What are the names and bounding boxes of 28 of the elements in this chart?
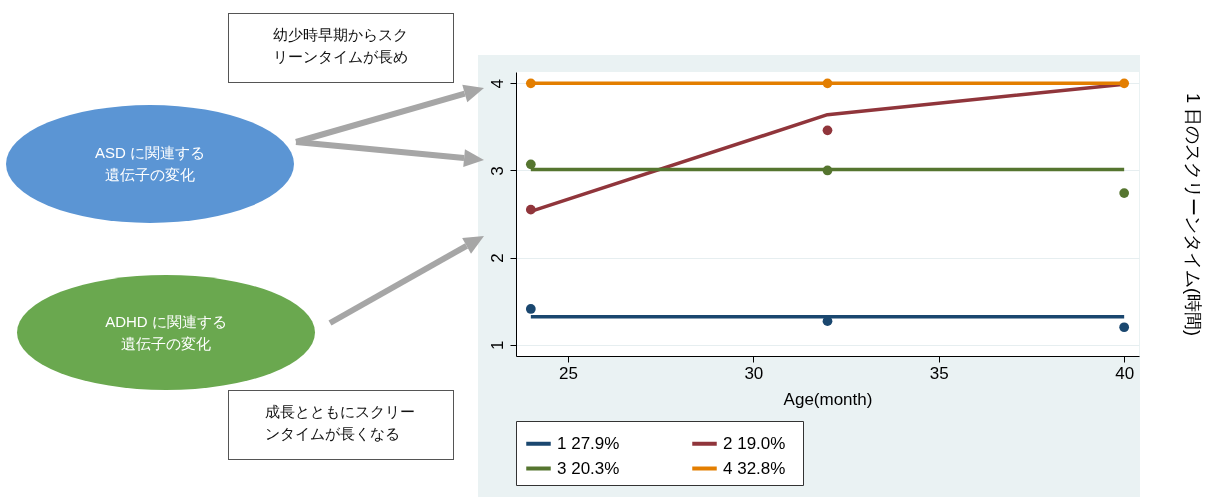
x-tick-label: 30	[744, 363, 764, 383]
x-tick-label: 35	[929, 363, 949, 383]
point	[822, 165, 833, 176]
legend-label: 2 19.0%	[723, 433, 786, 453]
y-tick-label: 1	[487, 340, 507, 350]
y-axis-title: 1 日のスクリーンタイム(時間)	[1182, 93, 1203, 336]
ellipse: ASD に関連する遺伝子の変化	[6, 105, 294, 223]
x-axis-title: Age(month)	[783, 389, 873, 409]
y-tick-label: 3	[487, 166, 507, 176]
y-tick-label: 4	[487, 79, 507, 89]
point	[1119, 322, 1130, 333]
y-tick-label: 2	[487, 253, 507, 263]
point	[822, 125, 833, 136]
point	[525, 304, 536, 314]
point	[1119, 78, 1130, 89]
point	[525, 78, 536, 89]
legend-label: 4 32.8%	[723, 458, 786, 478]
ellipse: ADHD に関連する遺伝子の変化	[17, 275, 315, 390]
legend-label: 1 27.9%	[557, 433, 620, 453]
point	[525, 204, 536, 215]
x-tick-label: 40	[1115, 363, 1135, 383]
legend-label: 3 20.3%	[557, 458, 620, 478]
text-box: 幼少時早期からスクリーンタイムが長め	[228, 13, 454, 83]
x-tick-label: 25	[558, 363, 578, 383]
text-box: 成長とともにスクリーンタイムが長くなる	[228, 390, 454, 460]
point	[1119, 188, 1130, 198]
point	[822, 78, 833, 89]
point	[525, 159, 536, 170]
